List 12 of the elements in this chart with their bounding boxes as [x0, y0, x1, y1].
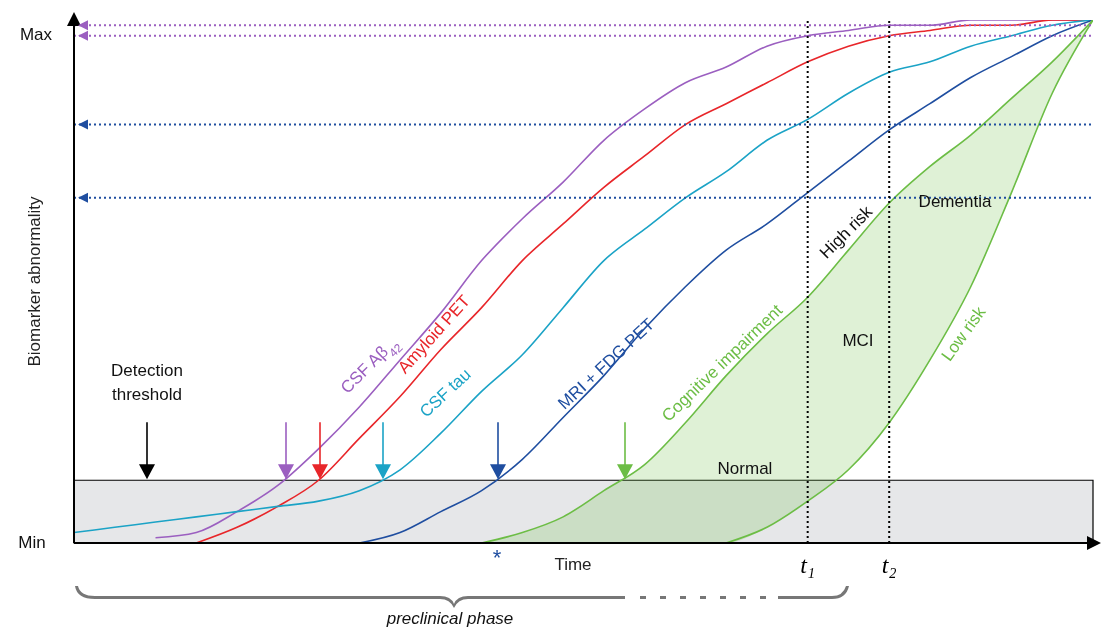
annotation: MCI [842, 331, 874, 350]
text: * [492, 545, 502, 570]
annotation: Detection threshold [111, 361, 183, 404]
text: Max [19, 25, 53, 44]
annotation: Normal [717, 459, 773, 478]
text: preclinical phase [385, 609, 514, 628]
y-axis-title: Biomarker abnormality [25, 195, 44, 367]
x-tick-label: t₂ [881, 552, 897, 578]
x-tick-label: t₁ [800, 552, 816, 578]
annotation: Dementia [918, 192, 992, 211]
x-axis-title: Time [554, 555, 592, 574]
text: Min [18, 533, 46, 552]
